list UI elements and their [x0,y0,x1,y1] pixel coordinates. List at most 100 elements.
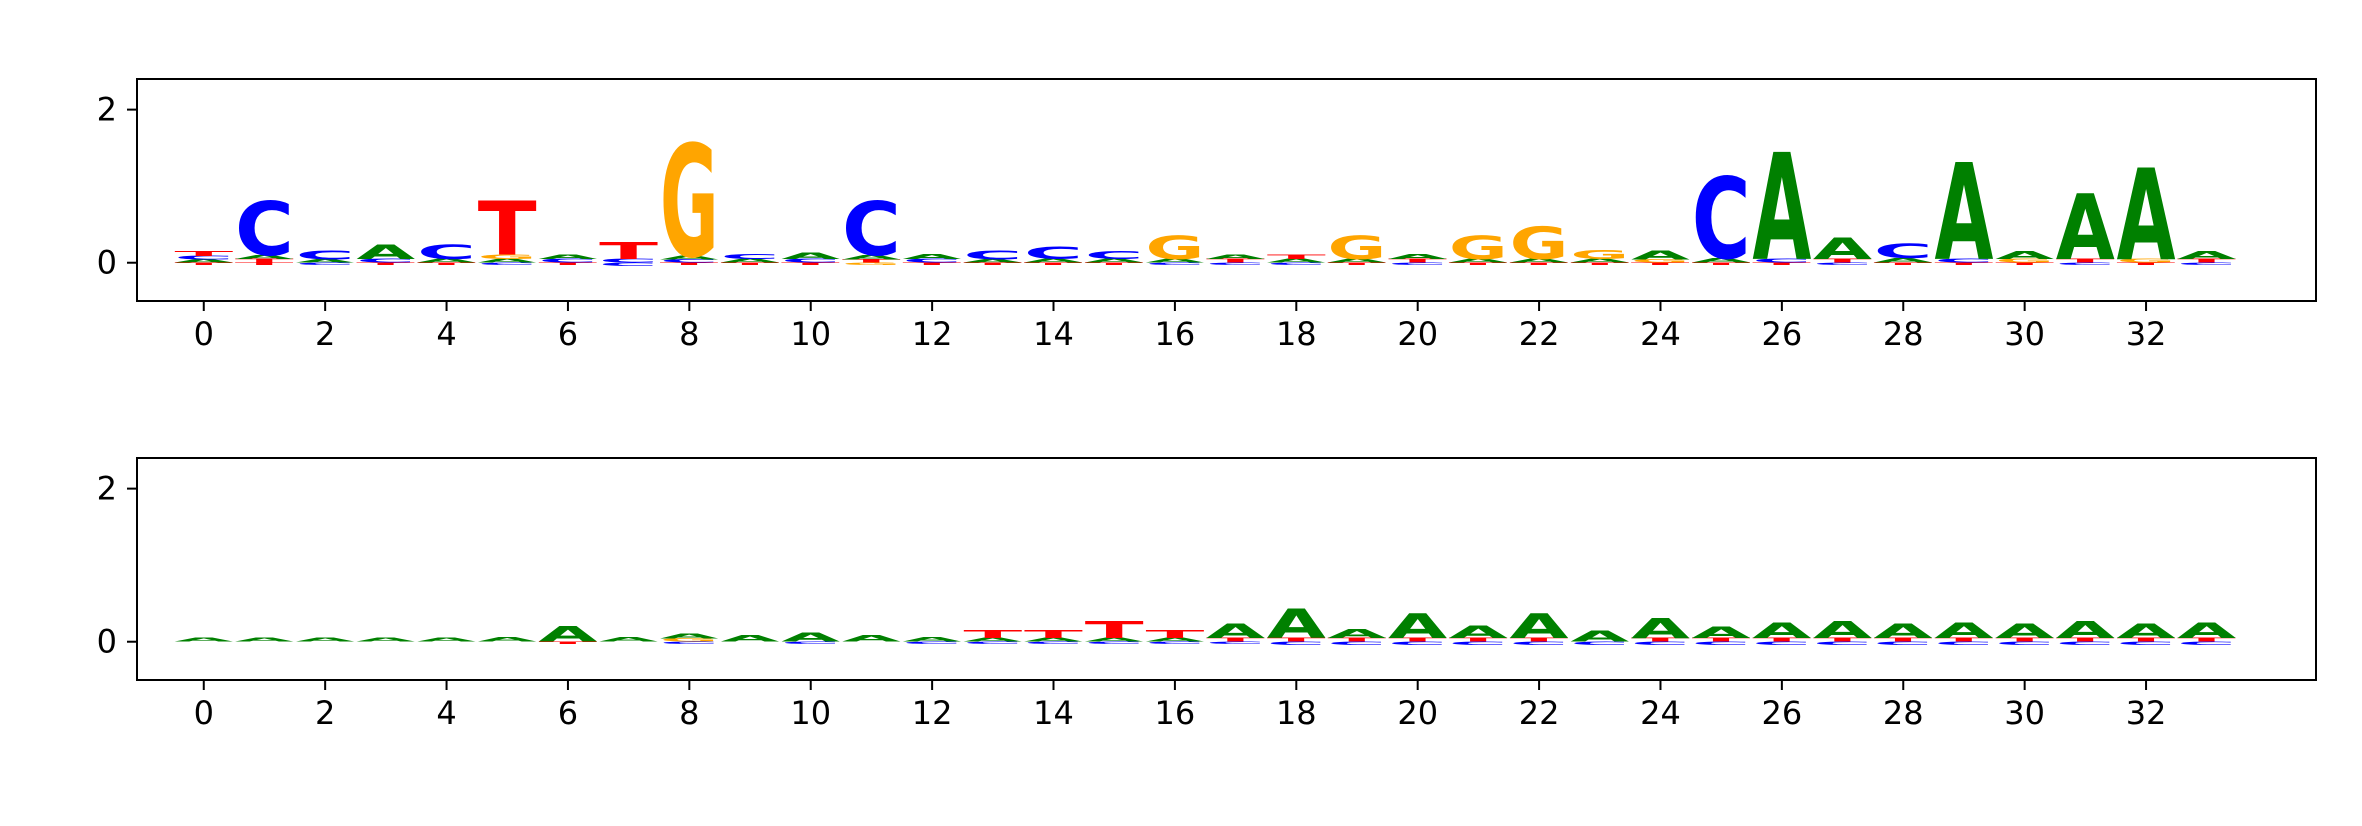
logo-letter-T: T [1388,638,1453,644]
logo-letter-neg-T: T [781,262,862,266]
logo-letter-C: C [599,259,660,265]
logo-letter-T: T [842,259,903,265]
logo-letter-A: A [1570,628,1631,646]
logo-letter-neg-C: C [1145,262,1221,266]
logo-letter-neg-C: C [2056,262,2132,266]
logo-letter-G: G [478,253,537,261]
logo-letter-T: T [963,628,1028,641]
logo-letter-A: A [660,256,732,262]
x-tick-label: 10 [790,315,831,353]
logo-letter-A: A [1510,259,1582,265]
logo-letter-neg-C: C [660,641,736,645]
logo-letter-A: A [478,636,538,644]
x-tick-label: 18 [1276,315,1317,353]
x-tick-label: 2 [315,315,335,353]
logo-letter-C: C [903,259,964,265]
x-tick-label: 30 [2004,315,2045,353]
logo-letter-neg-T: T [539,641,620,645]
logo-letter-A: A [1752,619,1813,644]
logo-letter-G: G [1145,229,1204,267]
logo-letter-C: C [1692,155,1751,285]
logo-letter-neg-C: C [903,641,979,645]
logo-letter-A: A [1388,252,1449,261]
logo-letter-neg-C: C [1024,641,1100,645]
logo-letter-neg-C: C [1752,641,1811,647]
logo-letter-C: C [174,256,235,262]
logo-letter-T: T [1449,638,1514,644]
logo-letter-neg-T: T [174,262,255,266]
logo-letter-A: A [1935,619,1996,644]
logo-letter-A: A [721,635,784,645]
logo-letter-A: A [963,638,1035,644]
y-tick-label: 0 [97,244,117,282]
logo-letter-A: A [478,259,550,265]
logo-letter-neg-T: T [235,262,316,266]
logo-letter-T: T [1267,253,1335,261]
logo-letter-T: T [1085,616,1144,644]
logo-letter-A: A [539,253,599,261]
x-tick-label: 14 [1033,694,1074,732]
x-tick-label: 26 [1762,315,1803,353]
logo-letter-neg-T: T [1874,262,1955,266]
x-tick-label: 32 [2126,315,2167,353]
logo-letter-neg-T: T [2117,262,2198,266]
logo-letter-A: A [2056,176,2115,281]
logo-letter-G: G [1510,218,1569,270]
x-tick-label: 4 [436,315,456,353]
logo-letter-T: T [2056,259,2121,265]
logo-letter-C: C [417,241,476,264]
logo-letter-A: A [296,259,367,265]
x-tick-label: 16 [1155,694,1196,732]
logo-letter-T: T [174,249,244,258]
logo-letter-A: A [235,638,307,644]
logo-letter-A: A [1813,232,1872,267]
x-tick-label: 0 [194,694,214,732]
x-axis: 0 2 4 6 8 10 12 14 16 18 20 22 24 26 28 30 32 [194,680,2167,732]
x-tick-label: 6 [558,694,578,732]
logo-letter-A: A [2117,620,2177,643]
logo-letter-A: A [1570,259,1642,265]
logo-letter-neg-T: T [1328,262,1409,266]
logo-letter-A: A [1995,620,2055,643]
logo-letter-C: C [1935,259,1996,265]
logo-letter-C: C [1874,240,1933,263]
logo-letter-neg-C: C [1145,641,1221,645]
logo-letter-C: C [296,249,355,264]
logo-letter-A: A [417,638,489,644]
logo-letter-C: C [781,259,842,265]
logo-letter-neg-T: T [356,262,437,266]
logo-letters: ACTTTACTACCCATACTAGTCCATCTCCAGTACTCATTAC… [174,114,2253,294]
x-tick-label: 32 [2126,694,2167,732]
logo-letter-T: T [2177,638,2242,644]
logo-letter-A: A [1206,620,1266,643]
x-tick-label: 18 [1276,694,1317,732]
logo-letter-A: A [1449,623,1512,643]
logo-letter-T: T [599,237,658,265]
y-axis: 02 [97,91,137,282]
x-tick-label: 12 [912,694,953,732]
logo-letter-A: A [660,632,721,641]
logo-letter-neg-C: C [2177,641,2236,647]
x-tick-label: 28 [1883,315,1924,353]
logo-letter-A: A [963,259,1034,265]
logo-letter-T: T [1267,638,1332,644]
logo-letter-A: A [2177,619,2238,644]
subplot-top: ACTTTACTACCCATACTAGTCCATCTCCAGTACTCATTAC… [97,78,2317,353]
logo-letter-A: A [1692,623,1754,642]
logo-letter-neg-C: C [1813,262,1889,266]
logo-letter-neg-T: T [1935,262,2016,266]
logo-letter-A: A [903,252,964,261]
logo-letter-T: T [1631,638,1696,644]
x-tick-label: 28 [1883,694,1924,732]
x-tick-label: 12 [912,315,953,353]
logo-letter-neg-T: T [1570,262,1651,266]
logo-letter-neg-C: C [1935,641,1994,647]
x-tick-label: 16 [1155,315,1196,353]
logo-letter-A: A [903,636,963,644]
logo-letter-A: A [1692,257,1752,265]
logo-letter-A: A [842,254,902,262]
logo-letter-G: G [1995,259,2054,265]
x-tick-label: 22 [1519,315,1560,353]
